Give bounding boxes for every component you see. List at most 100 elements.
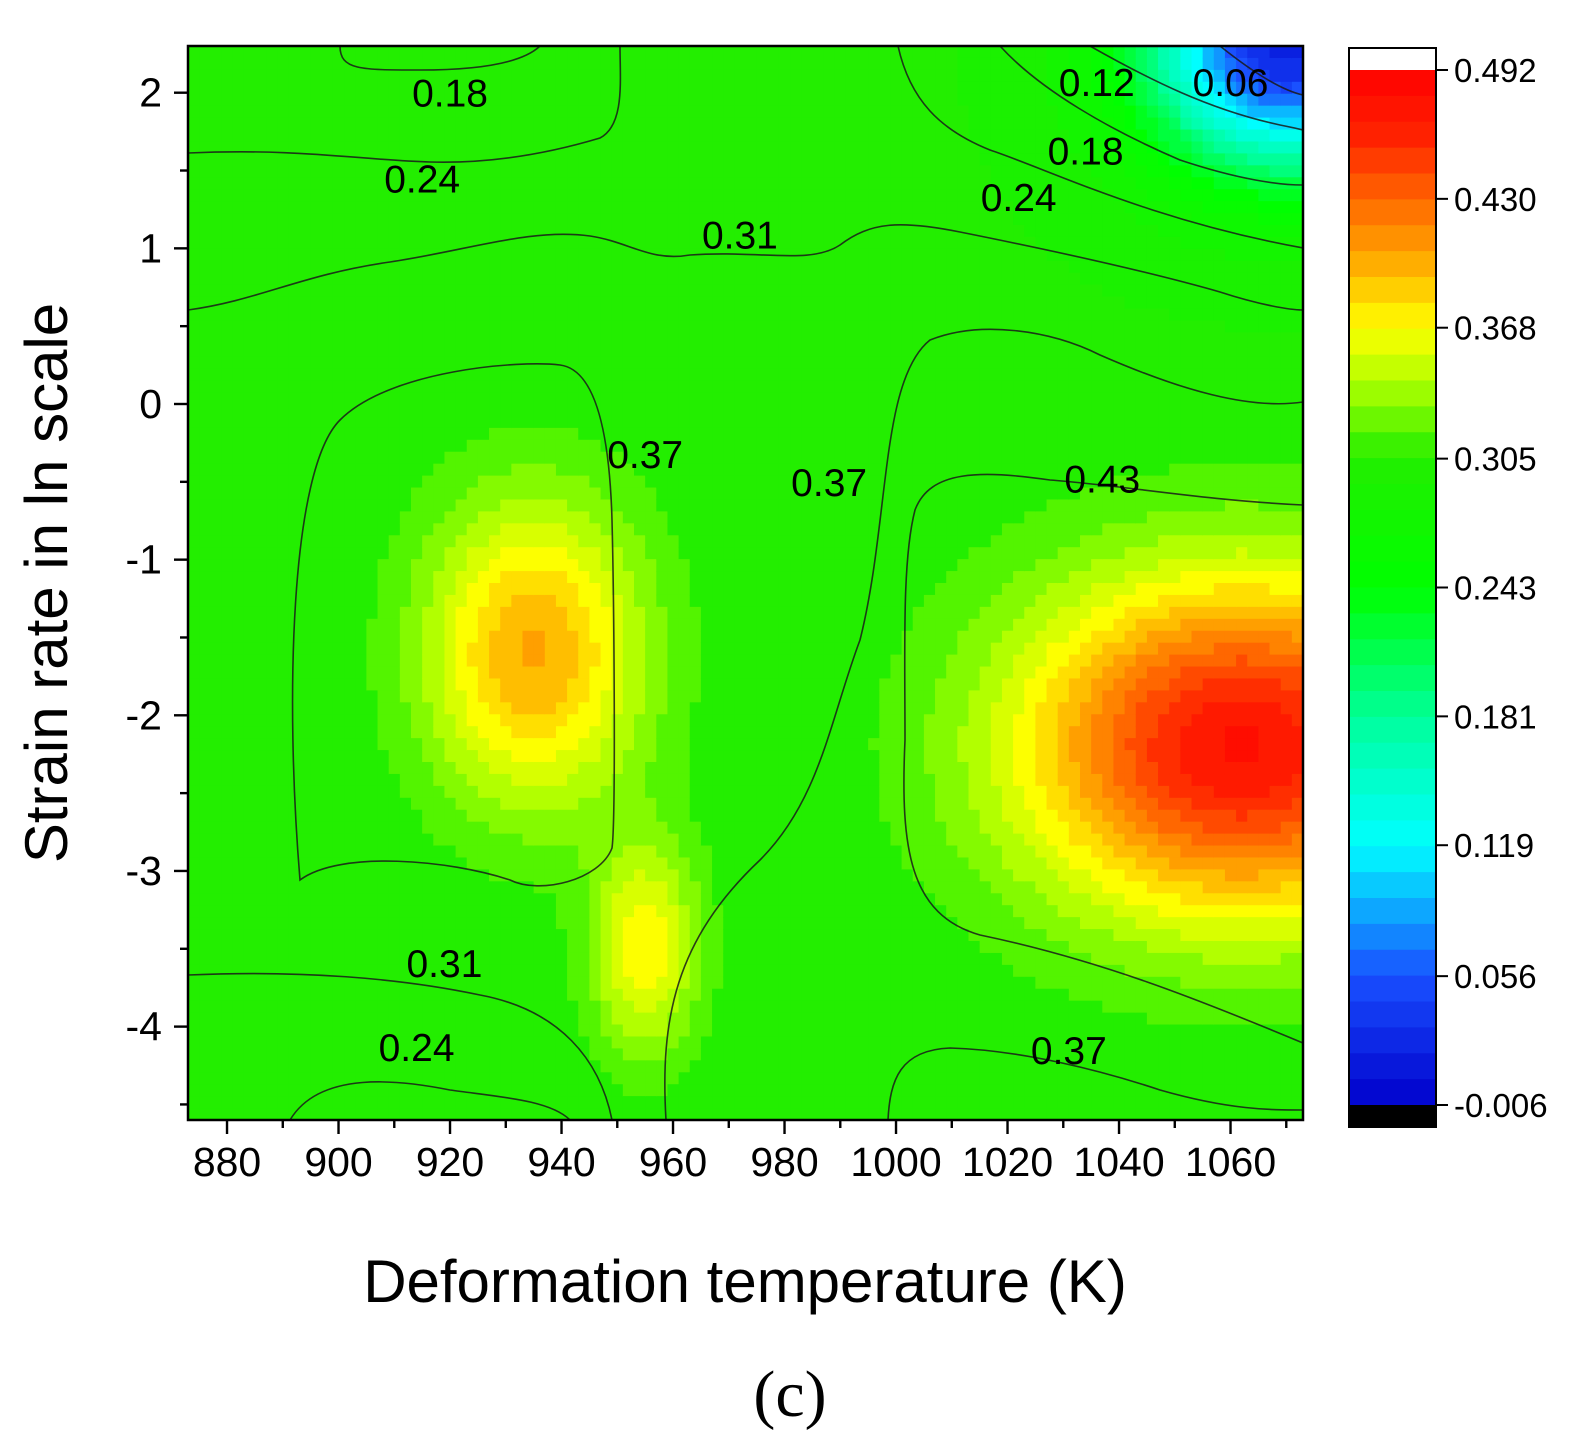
heatmap-cell (221, 356, 234, 369)
heatmap-cell (366, 523, 379, 536)
heatmap-cell (600, 547, 613, 560)
heatmap-cell (277, 439, 289, 453)
heatmap-cell (199, 857, 211, 870)
heatmap-cell (801, 153, 813, 166)
heatmap-cell (689, 344, 702, 357)
heatmap-cell (221, 487, 234, 501)
heatmap-cell (277, 1024, 289, 1038)
heatmap-cell (277, 427, 289, 441)
heatmap-cell (634, 69, 646, 83)
heatmap-cell (455, 559, 468, 572)
heatmap-cell (444, 117, 457, 131)
heatmap-cell (756, 666, 769, 680)
heatmap-cell (555, 773, 568, 787)
heatmap-cell (455, 964, 468, 978)
heatmap-cell (299, 618, 312, 632)
heatmap-cell (555, 225, 568, 238)
heatmap-cell (288, 571, 301, 584)
heatmap-cell (344, 726, 356, 739)
heatmap-cell (778, 929, 791, 942)
heatmap-cell (310, 594, 323, 608)
heatmap-cell (399, 356, 412, 369)
heatmap-cell (388, 380, 401, 393)
heatmap-cell (411, 1036, 423, 1049)
heatmap-cell (734, 666, 747, 680)
heatmap-cell (232, 917, 245, 930)
heatmap-cell (589, 1096, 602, 1109)
heatmap-cell (700, 678, 713, 691)
heatmap-cell (667, 559, 680, 572)
heatmap-cell (433, 1036, 446, 1049)
heatmap-cell (399, 594, 412, 608)
heatmap-cell (578, 368, 590, 381)
heatmap-cell (578, 248, 590, 262)
heatmap-cell (422, 535, 434, 548)
heatmap-cell (667, 272, 680, 286)
heatmap-cell (332, 1072, 345, 1085)
heatmap-cell (466, 284, 479, 298)
heatmap-cell (188, 308, 200, 322)
heatmap-cell (745, 952, 758, 966)
heatmap-cell (310, 571, 323, 584)
heatmap-cell (600, 738, 613, 751)
heatmap-cell (522, 1084, 535, 1097)
heatmap-cell (355, 1048, 367, 1061)
heatmap-cell (366, 320, 379, 333)
heatmap-cell (210, 332, 223, 345)
heatmap-cell (466, 141, 479, 154)
heatmap-cell (344, 177, 356, 190)
heatmap-cell (567, 1108, 579, 1120)
heatmap-cell (656, 129, 669, 143)
heatmap-cell (678, 523, 691, 536)
heatmap-cell (656, 1096, 669, 1109)
heatmap-cell (790, 976, 802, 990)
heatmap-cell (444, 260, 457, 274)
heatmap-cell (422, 559, 434, 572)
heatmap-cell (210, 93, 223, 107)
heatmap-cell (188, 785, 200, 799)
heatmap-cell (790, 642, 802, 656)
heatmap-cell (567, 272, 579, 286)
heatmap-cell (555, 404, 568, 417)
heatmap-cell (188, 427, 200, 441)
heatmap-cell (689, 141, 702, 154)
heatmap-cell (589, 547, 602, 560)
heatmap-cell (277, 415, 289, 429)
heatmap-cell (489, 583, 501, 596)
heatmap-cell (199, 594, 211, 608)
heatmap-cell (489, 929, 501, 942)
heatmap-cell (210, 415, 223, 429)
heatmap-cell (433, 750, 446, 763)
heatmap-cell (567, 690, 579, 703)
heatmap-cell (689, 714, 702, 727)
heatmap-cell (188, 618, 200, 632)
heatmap-cell (199, 308, 211, 322)
heatmap-cell (188, 213, 200, 226)
heatmap-cell (277, 284, 289, 298)
heatmap-cell (544, 415, 557, 429)
heatmap-cell (433, 964, 446, 978)
heatmap-cell (555, 260, 568, 274)
heatmap-cell (288, 201, 301, 214)
heatmap-cell (500, 535, 512, 548)
heatmap-cell (712, 714, 724, 727)
heatmap-cell (254, 1072, 267, 1085)
heatmap-cell (444, 606, 457, 620)
heatmap-cell (377, 845, 390, 859)
heatmap-cell (522, 797, 535, 811)
heatmap-cell (466, 547, 479, 560)
heatmap-cell (210, 46, 223, 59)
heatmap-cell (422, 475, 434, 489)
heatmap-cell (466, 129, 479, 143)
heatmap-cell (210, 57, 223, 71)
heatmap-cell (790, 821, 802, 835)
heatmap-cell (232, 189, 245, 202)
heatmap-cell (656, 165, 669, 178)
heatmap-cell (667, 69, 680, 83)
heatmap-cell (600, 917, 613, 930)
heatmap-cell (221, 320, 234, 333)
heatmap-cell (277, 857, 289, 870)
heatmap-cell (199, 296, 211, 310)
heatmap-cell (444, 952, 457, 966)
heatmap-cell (388, 929, 401, 942)
